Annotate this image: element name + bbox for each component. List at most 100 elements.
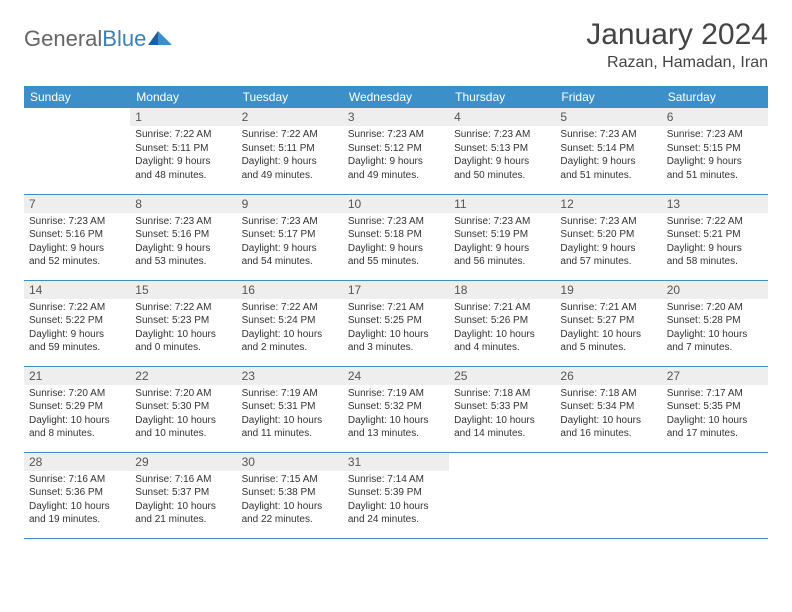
daylight-line1: Daylight: 10 hours [454, 328, 550, 342]
day-number: 30 [237, 453, 343, 471]
sunset-text: Sunset: 5:31 PM [242, 400, 338, 414]
calendar-day-cell: 11Sunrise: 7:23 AMSunset: 5:19 PMDayligh… [449, 194, 555, 280]
daylight-line2: and 16 minutes. [560, 427, 656, 441]
daylight-line2: and 7 minutes. [667, 341, 763, 355]
sunset-text: Sunset: 5:29 PM [29, 400, 125, 414]
day-content: Sunrise: 7:22 AMSunset: 5:21 PMDaylight:… [662, 213, 768, 273]
daylight-line2: and 58 minutes. [667, 255, 763, 269]
sunset-text: Sunset: 5:11 PM [242, 142, 338, 156]
weekday-header: Thursday [449, 86, 555, 108]
daylight-line2: and 53 minutes. [135, 255, 231, 269]
day-number: 9 [237, 195, 343, 213]
day-content: Sunrise: 7:19 AMSunset: 5:31 PMDaylight:… [237, 385, 343, 445]
day-number: 2 [237, 108, 343, 126]
calendar-table: SundayMondayTuesdayWednesdayThursdayFrid… [24, 86, 768, 539]
daylight-line1: Daylight: 9 hours [29, 242, 125, 256]
sunrise-text: Sunrise: 7:22 AM [667, 215, 763, 229]
sunrise-text: Sunrise: 7:23 AM [560, 215, 656, 229]
daylight-line2: and 10 minutes. [135, 427, 231, 441]
month-title: January 2024 [586, 18, 768, 52]
calendar-body: 1Sunrise: 7:22 AMSunset: 5:11 PMDaylight… [24, 108, 768, 538]
daylight-line1: Daylight: 9 hours [242, 155, 338, 169]
sunset-text: Sunset: 5:34 PM [560, 400, 656, 414]
day-number: 25 [449, 367, 555, 385]
calendar-day-cell: 26Sunrise: 7:18 AMSunset: 5:34 PMDayligh… [555, 366, 661, 452]
sunset-text: Sunset: 5:37 PM [135, 486, 231, 500]
sunrise-text: Sunrise: 7:23 AM [560, 128, 656, 142]
calendar-day-cell: 12Sunrise: 7:23 AMSunset: 5:20 PMDayligh… [555, 194, 661, 280]
sunset-text: Sunset: 5:14 PM [560, 142, 656, 156]
sunset-text: Sunset: 5:12 PM [348, 142, 444, 156]
sunrise-text: Sunrise: 7:21 AM [348, 301, 444, 315]
title-block: January 2024 Razan, Hamadan, Iran [586, 18, 768, 72]
day-content: Sunrise: 7:23 AMSunset: 5:14 PMDaylight:… [555, 126, 661, 186]
day-number: 5 [555, 108, 661, 126]
calendar-day-cell: 31Sunrise: 7:14 AMSunset: 5:39 PMDayligh… [343, 452, 449, 538]
daylight-line2: and 59 minutes. [29, 341, 125, 355]
daylight-line2: and 2 minutes. [242, 341, 338, 355]
daylight-line1: Daylight: 10 hours [560, 328, 656, 342]
day-content: Sunrise: 7:22 AMSunset: 5:11 PMDaylight:… [237, 126, 343, 186]
day-content: Sunrise: 7:23 AMSunset: 5:20 PMDaylight:… [555, 213, 661, 273]
day-number: 31 [343, 453, 449, 471]
calendar-day-cell: 28Sunrise: 7:16 AMSunset: 5:36 PMDayligh… [24, 452, 130, 538]
daylight-line1: Daylight: 10 hours [135, 500, 231, 514]
daylight-line1: Daylight: 10 hours [242, 500, 338, 514]
daylight-line2: and 17 minutes. [667, 427, 763, 441]
daylight-line2: and 5 minutes. [560, 341, 656, 355]
daylight-line2: and 21 minutes. [135, 513, 231, 527]
sunset-text: Sunset: 5:13 PM [454, 142, 550, 156]
calendar-day-cell [449, 452, 555, 538]
day-content: Sunrise: 7:20 AMSunset: 5:29 PMDaylight:… [24, 385, 130, 445]
day-content: Sunrise: 7:21 AMSunset: 5:26 PMDaylight:… [449, 299, 555, 359]
daylight-line1: Daylight: 9 hours [454, 155, 550, 169]
sunset-text: Sunset: 5:23 PM [135, 314, 231, 328]
daylight-line1: Daylight: 9 hours [242, 242, 338, 256]
day-content: Sunrise: 7:20 AMSunset: 5:28 PMDaylight:… [662, 299, 768, 359]
day-number: 13 [662, 195, 768, 213]
weekday-header: Tuesday [237, 86, 343, 108]
sunrise-text: Sunrise: 7:22 AM [242, 128, 338, 142]
calendar-week-row: 7Sunrise: 7:23 AMSunset: 5:16 PMDaylight… [24, 194, 768, 280]
daylight-line1: Daylight: 9 hours [135, 242, 231, 256]
sunset-text: Sunset: 5:18 PM [348, 228, 444, 242]
sunset-text: Sunset: 5:39 PM [348, 486, 444, 500]
day-number: 18 [449, 281, 555, 299]
daylight-line1: Daylight: 10 hours [667, 328, 763, 342]
day-number: 15 [130, 281, 236, 299]
sunset-text: Sunset: 5:24 PM [242, 314, 338, 328]
sunset-text: Sunset: 5:19 PM [454, 228, 550, 242]
sunrise-text: Sunrise: 7:16 AM [135, 473, 231, 487]
daylight-line2: and 19 minutes. [29, 513, 125, 527]
calendar-day-cell: 20Sunrise: 7:20 AMSunset: 5:28 PMDayligh… [662, 280, 768, 366]
calendar-week-row: 14Sunrise: 7:22 AMSunset: 5:22 PMDayligh… [24, 280, 768, 366]
daylight-line1: Daylight: 10 hours [560, 414, 656, 428]
calendar-day-cell: 21Sunrise: 7:20 AMSunset: 5:29 PMDayligh… [24, 366, 130, 452]
sunrise-text: Sunrise: 7:23 AM [454, 128, 550, 142]
daylight-line2: and 57 minutes. [560, 255, 656, 269]
sunrise-text: Sunrise: 7:21 AM [560, 301, 656, 315]
day-content: Sunrise: 7:17 AMSunset: 5:35 PMDaylight:… [662, 385, 768, 445]
daylight-line2: and 56 minutes. [454, 255, 550, 269]
calendar-day-cell: 1Sunrise: 7:22 AMSunset: 5:11 PMDaylight… [130, 108, 236, 194]
daylight-line1: Daylight: 10 hours [348, 328, 444, 342]
day-number: 1 [130, 108, 236, 126]
day-content: Sunrise: 7:23 AMSunset: 5:16 PMDaylight:… [24, 213, 130, 273]
sunrise-text: Sunrise: 7:23 AM [667, 128, 763, 142]
weekday-header: Sunday [24, 86, 130, 108]
weekday-header: Wednesday [343, 86, 449, 108]
day-number: 14 [24, 281, 130, 299]
calendar-day-cell: 19Sunrise: 7:21 AMSunset: 5:27 PMDayligh… [555, 280, 661, 366]
calendar-day-cell: 29Sunrise: 7:16 AMSunset: 5:37 PMDayligh… [130, 452, 236, 538]
sunrise-text: Sunrise: 7:20 AM [667, 301, 763, 315]
calendar-day-cell: 13Sunrise: 7:22 AMSunset: 5:21 PMDayligh… [662, 194, 768, 280]
sunrise-text: Sunrise: 7:16 AM [29, 473, 125, 487]
day-number: 23 [237, 367, 343, 385]
daylight-line1: Daylight: 9 hours [348, 155, 444, 169]
daylight-line2: and 49 minutes. [348, 169, 444, 183]
day-number: 22 [130, 367, 236, 385]
header: GeneralBlue January 2024 Razan, Hamadan,… [24, 18, 768, 72]
sunset-text: Sunset: 5:20 PM [560, 228, 656, 242]
daylight-line2: and 13 minutes. [348, 427, 444, 441]
sunset-text: Sunset: 5:15 PM [667, 142, 763, 156]
